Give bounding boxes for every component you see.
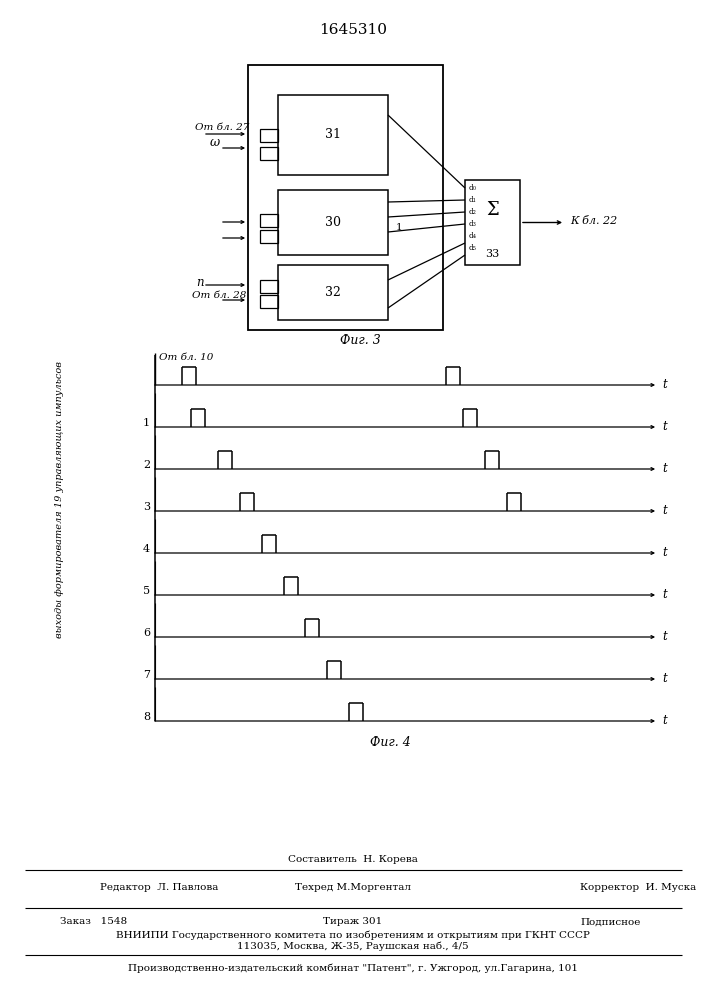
Text: Подписное: Подписное — [580, 918, 641, 926]
Bar — [248, 65, 443, 330]
Text: Корректор  И. Муска: Корректор И. Муска — [580, 884, 696, 892]
Text: t: t — [662, 420, 667, 432]
Text: d₁: d₁ — [469, 196, 477, 204]
Text: 2: 2 — [143, 460, 150, 470]
Text: d₃: d₃ — [469, 220, 477, 228]
Bar — [260, 280, 278, 293]
Bar — [278, 95, 388, 175]
Text: К бл. 22: К бл. 22 — [570, 216, 617, 226]
Text: t: t — [662, 630, 667, 643]
Bar — [278, 190, 388, 255]
Bar — [465, 180, 520, 265]
Text: d₄: d₄ — [469, 232, 477, 240]
Text: Составитель  Н. Корева: Составитель Н. Корева — [288, 856, 418, 864]
Text: 1: 1 — [396, 223, 402, 232]
Text: t: t — [662, 462, 667, 475]
Text: 7: 7 — [143, 670, 150, 680]
Text: От бл. 28: От бл. 28 — [192, 290, 246, 300]
Text: t: t — [662, 587, 667, 600]
Text: Σ: Σ — [486, 201, 499, 219]
Bar — [260, 147, 278, 160]
Bar — [278, 265, 388, 320]
Text: Производственно-издательский комбинат "Патент", г. Ужгород, ул.Гагарина, 101: Производственно-издательский комбинат "П… — [128, 963, 578, 973]
Text: Техред М.Моргентал: Техред М.Моргентал — [295, 884, 411, 892]
Text: d₅: d₅ — [469, 244, 477, 252]
Text: 1: 1 — [143, 418, 150, 428]
Text: Редактор  Л. Павлова: Редактор Л. Павлова — [100, 884, 218, 892]
Text: 113035, Москва, Ж-35, Раушская наб., 4/5: 113035, Москва, Ж-35, Раушская наб., 4/5 — [237, 941, 469, 951]
Bar — [260, 129, 278, 142]
Text: t: t — [662, 377, 667, 390]
Text: ω: ω — [210, 135, 221, 148]
Text: Заказ   1548: Заказ 1548 — [60, 918, 127, 926]
Text: t: t — [662, 672, 667, 684]
Text: выходы формирователя 19 управляющих импульсов: выходы формирователя 19 управляющих импу… — [56, 362, 64, 638]
Text: ВНИИПИ Государственного комитета по изобретениям и открытиям при ГКНТ СССР: ВНИИПИ Государственного комитета по изоб… — [116, 930, 590, 940]
Text: d₀: d₀ — [469, 184, 477, 192]
Bar — [260, 230, 278, 243]
Text: 6: 6 — [143, 628, 150, 638]
Text: 5: 5 — [143, 586, 150, 596]
Bar — [260, 214, 278, 227]
Text: Фиг. 4: Фиг. 4 — [370, 736, 410, 750]
Text: 33: 33 — [486, 249, 500, 259]
Text: 30: 30 — [325, 216, 341, 229]
Text: Тираж 301: Тираж 301 — [323, 918, 382, 926]
Text: 1645310: 1645310 — [319, 23, 387, 37]
Text: t: t — [662, 504, 667, 516]
Text: 4: 4 — [143, 544, 150, 554]
Bar — [260, 295, 278, 308]
Text: 3: 3 — [143, 502, 150, 512]
Text: 8: 8 — [143, 712, 150, 722]
Text: n: n — [196, 275, 204, 288]
Text: d₂: d₂ — [469, 208, 477, 216]
Text: t: t — [662, 546, 667, 558]
Text: t: t — [662, 714, 667, 726]
Text: 32: 32 — [325, 286, 341, 299]
Text: От бл. 27: От бл. 27 — [195, 123, 250, 132]
Text: Фиг. 3: Фиг. 3 — [339, 334, 380, 347]
Text: От бл. 10: От бл. 10 — [159, 353, 214, 361]
Text: 31: 31 — [325, 128, 341, 141]
